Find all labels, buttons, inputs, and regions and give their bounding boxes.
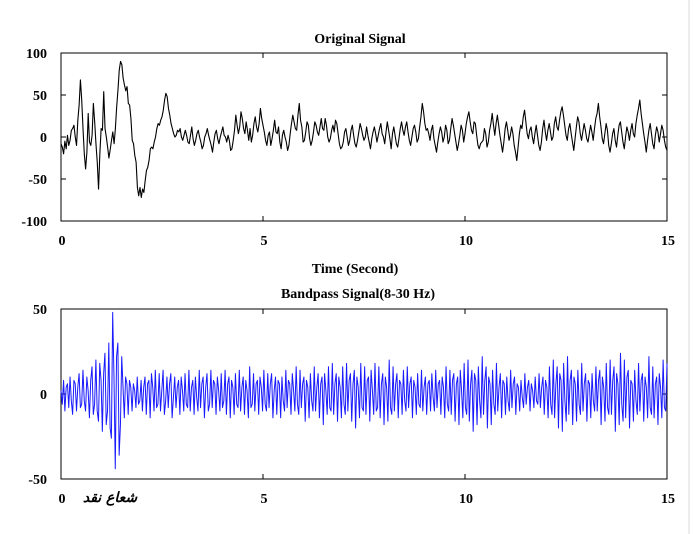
plot-frame xyxy=(60,52,668,222)
series-line xyxy=(60,311,668,470)
x-axis-label: Time (Second) xyxy=(312,262,399,277)
series-line xyxy=(60,60,668,199)
chart-title: Original Signal xyxy=(314,32,406,47)
x-axis: 0 5 10 15 xyxy=(59,53,675,249)
x-tick-label: 0 xyxy=(59,492,66,507)
x-tick-label: 10 xyxy=(459,492,473,507)
x-tick-label: 10 xyxy=(459,234,473,249)
x-tick-label: 15 xyxy=(661,492,675,507)
y-tick-label: -50 xyxy=(28,473,47,488)
chart-original-signal: Original Signal 100 50 0 -50 -100 0 5 10 15 Tim… xyxy=(21,32,675,277)
signature-watermark: شعاع نقد xyxy=(83,490,139,506)
y-tick-label: -50 xyxy=(28,173,47,188)
chart-title: Bandpass Signal(8-30 Hz) xyxy=(281,287,435,302)
series-path xyxy=(60,60,668,199)
y-tick-label: 0 xyxy=(40,131,47,146)
x-tick-label: 15 xyxy=(661,234,675,249)
y-tick-label: -100 xyxy=(21,215,47,230)
x-tick-label: 0 xyxy=(59,234,66,249)
x-tick-label: 5 xyxy=(261,492,268,507)
series-path xyxy=(60,311,668,470)
y-axis: 100 50 0 -50 -100 xyxy=(21,47,667,230)
x-tick-label: 5 xyxy=(261,234,268,249)
y-tick-label: 0 xyxy=(40,388,47,403)
y-axis: 50 0 -50 xyxy=(28,303,667,488)
y-tick-label: 50 xyxy=(33,303,47,318)
chart-bandpass-signal: Bandpass Signal(8-30 Hz) 50 0 -50 0 5 10 15 xyxy=(28,287,675,507)
x-axis: 0 5 10 15 xyxy=(59,309,675,507)
y-tick-label: 50 xyxy=(33,89,47,104)
y-tick-label: 100 xyxy=(26,47,47,62)
